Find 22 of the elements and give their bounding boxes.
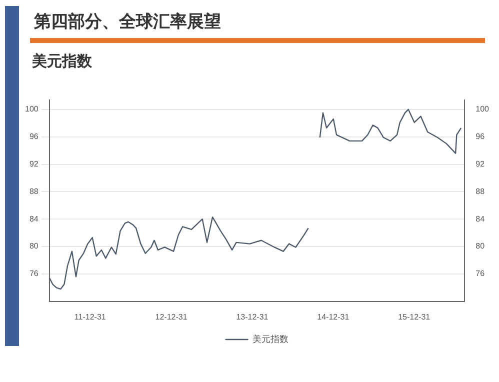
y2-tick-label: 92 xyxy=(476,159,486,168)
y-tick-label: 88 xyxy=(29,186,39,196)
x-tick-label: 11-12-31 xyxy=(74,312,106,322)
y2-tick-label: 96 xyxy=(476,132,486,142)
y-tick-label: 100 xyxy=(24,104,39,114)
y2-tick-label: 88 xyxy=(476,186,486,196)
y2-tick-label: 100 xyxy=(476,104,490,114)
x-tick-label: 14-12-31 xyxy=(317,312,350,322)
chart-title: 第四部分、全球汇率展望 xyxy=(34,11,221,33)
y-tick-label: 96 xyxy=(29,132,39,142)
y-tick-label: 84 xyxy=(29,214,39,224)
legend-label: 美元指数 xyxy=(252,334,288,344)
x-tick-label: 12-12-31 xyxy=(155,312,188,322)
y2-tick-label: 76 xyxy=(476,269,486,278)
y-tick-label: 76 xyxy=(29,269,39,278)
x-tick-label: 13-12-31 xyxy=(236,312,269,322)
y2-tick-label: 80 xyxy=(476,242,486,251)
y-tick-label: 92 xyxy=(29,159,39,168)
chart-subtitle: 美元指数 xyxy=(32,52,92,71)
y-tick-label: 80 xyxy=(29,242,39,251)
x-tick-label: 15-12-31 xyxy=(398,312,431,322)
y2-tick-label: 84 xyxy=(476,214,486,224)
